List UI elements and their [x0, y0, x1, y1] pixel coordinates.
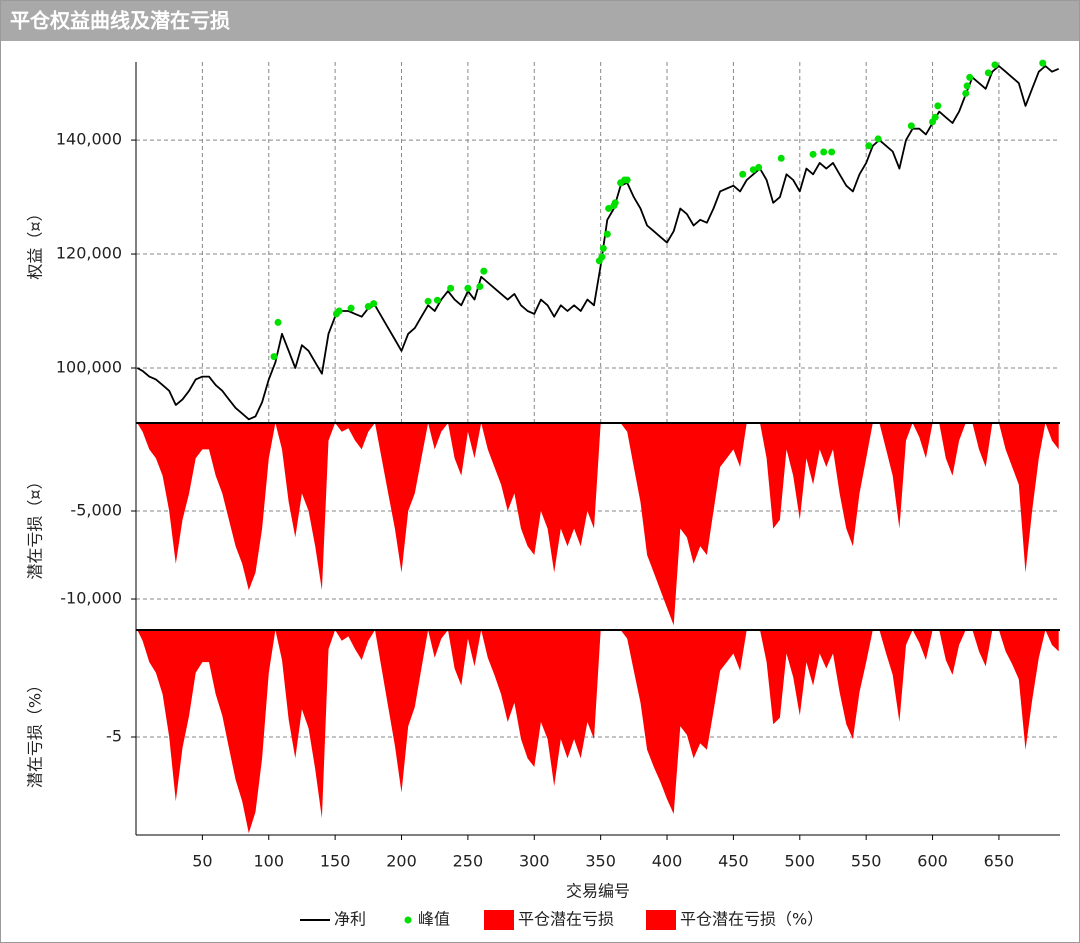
legend-label: 净利: [334, 910, 366, 929]
x-tick-label: 50: [192, 852, 212, 871]
y-tick-label: 140,000: [56, 130, 122, 149]
peak-point: [347, 304, 355, 312]
peak-point: [370, 300, 378, 308]
y-tick-label: -5,000: [70, 501, 122, 520]
peak-point: [739, 170, 747, 178]
x-tick-label: 250: [453, 852, 484, 871]
legend-label: 平仓潜在亏损: [518, 910, 614, 929]
peak-point: [623, 176, 631, 184]
peak-point: [270, 353, 278, 361]
peak-point: [749, 166, 757, 174]
peak-point: [611, 199, 619, 207]
x-tick-label: 450: [718, 852, 749, 871]
legend: 净利 峰值 平仓潜在亏损 平仓潜在亏损（%）: [300, 910, 823, 930]
x-tick-label: 150: [320, 852, 351, 871]
x-tick-label: 350: [585, 852, 616, 871]
plots: 100,000 120,000 140,000 权益（¤） -5,000 -10,000 潜…: [26, 59, 1060, 930]
peak-point: [777, 154, 785, 162]
x-tick-label: 600: [917, 852, 948, 871]
x-tick-label: 500: [785, 852, 816, 871]
y-axis-label: 权益（¤）: [26, 205, 45, 279]
x-tick-label: 650: [984, 852, 1015, 871]
y-tick-label: -10,000: [60, 589, 122, 608]
y-axis-label: 潜在亏损（¤）: [26, 473, 45, 579]
peak-point: [464, 284, 472, 292]
peak-point: [984, 69, 992, 77]
peak-point: [274, 318, 282, 326]
peak-point: [605, 204, 613, 212]
peak-point: [598, 253, 606, 261]
chart-title: 平仓权益曲线及潜在亏损: [10, 9, 230, 33]
legend-label: 平仓潜在亏损（%）: [680, 910, 823, 929]
y-tick-label: 100,000: [56, 358, 122, 377]
peak-point: [962, 89, 970, 97]
peak-point: [934, 102, 942, 110]
drawdown-area: [137, 630, 1059, 834]
peak-point: [991, 61, 999, 69]
peak-point: [809, 150, 817, 158]
peak-point: [335, 307, 343, 315]
peak-point: [755, 163, 763, 171]
legend-swatch: [484, 910, 514, 930]
x-tick-label: 100: [253, 852, 284, 871]
peak-point: [820, 148, 828, 156]
peak-point: [424, 297, 432, 305]
peak-point: [603, 230, 611, 238]
peak-point: [874, 135, 882, 143]
legend-swatch: [646, 910, 676, 930]
y-tick-label: 120,000: [56, 244, 122, 263]
peak-point: [966, 73, 974, 81]
peak-point: [476, 283, 484, 291]
peak-point: [599, 244, 607, 252]
peak-point: [828, 148, 836, 156]
peak-point: [865, 142, 873, 150]
peak-point: [1039, 59, 1047, 67]
x-tick-label: 200: [386, 852, 417, 871]
x-tick-label: 300: [519, 852, 550, 871]
peak-point: [433, 296, 441, 304]
peak-point: [480, 267, 488, 275]
x-tick-label: 400: [652, 852, 683, 871]
peak-point: [931, 113, 939, 121]
peak-point: [963, 82, 971, 90]
legend-swatch: [404, 916, 412, 924]
x-axis-label: 交易编号: [566, 882, 630, 901]
peak-point: [447, 284, 455, 292]
peak-point: [907, 122, 915, 130]
peak-point: [364, 302, 372, 310]
drawdown-area: [137, 423, 1059, 626]
y-axis-label: 潜在亏损（%）: [26, 677, 45, 788]
x-tick-label: 550: [851, 852, 882, 871]
legend-label: 峰值: [418, 910, 450, 929]
equity-line: [136, 65, 1060, 421]
y-tick-label: -5: [106, 726, 122, 745]
title-bar: [1, 1, 1079, 41]
